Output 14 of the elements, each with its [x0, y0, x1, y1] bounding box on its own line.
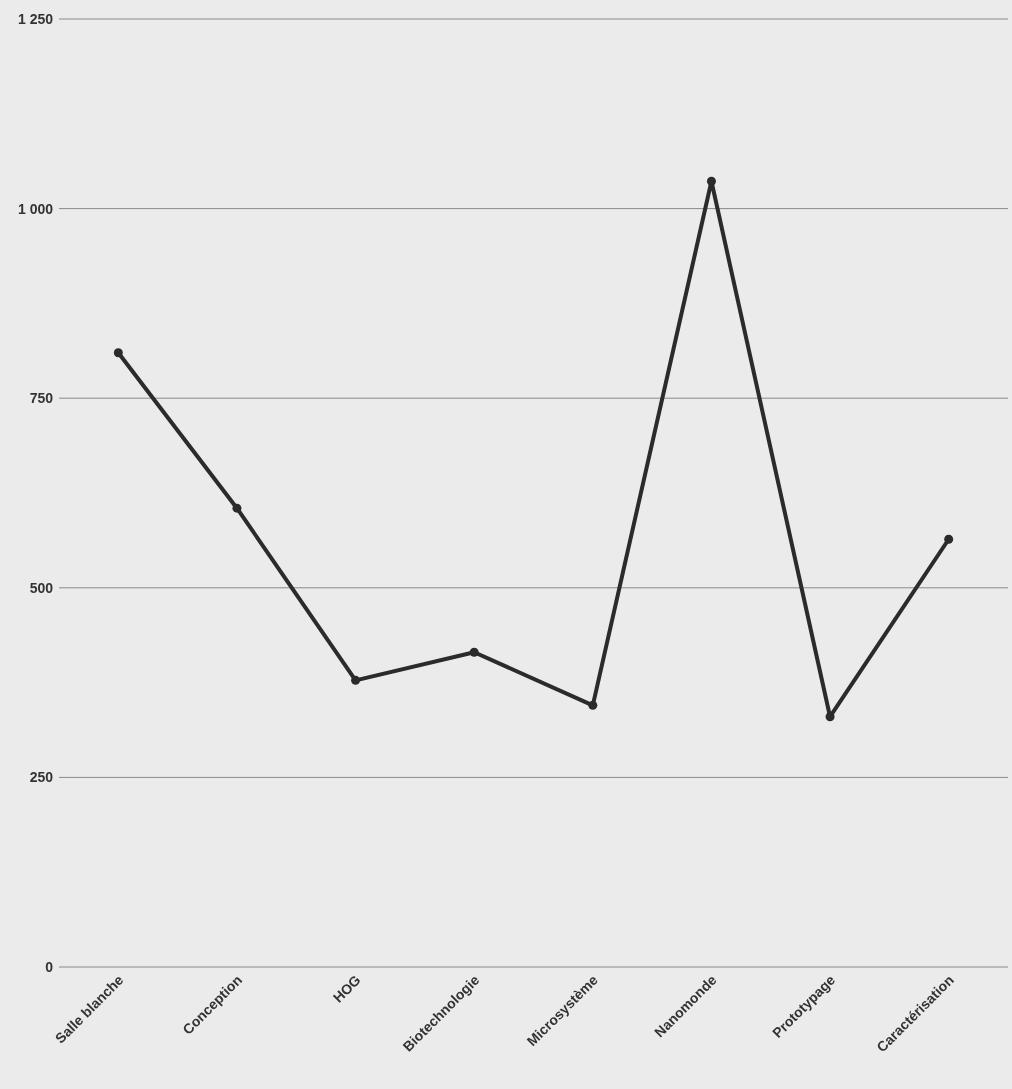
- y-tick-label: 1 250: [17, 10, 54, 27]
- y-tick-label: 750: [29, 390, 54, 407]
- point: [944, 534, 954, 544]
- point: [588, 700, 598, 710]
- point: [232, 503, 242, 513]
- y-tick-label: 1 000: [17, 200, 54, 217]
- point: [113, 348, 123, 358]
- y-tick-label: 250: [29, 769, 54, 786]
- point: [469, 647, 479, 657]
- y-tick-label: 500: [29, 579, 54, 596]
- point: [706, 176, 716, 186]
- y-tick-label: 0: [45, 958, 54, 975]
- point: [825, 712, 835, 722]
- point: [351, 675, 361, 685]
